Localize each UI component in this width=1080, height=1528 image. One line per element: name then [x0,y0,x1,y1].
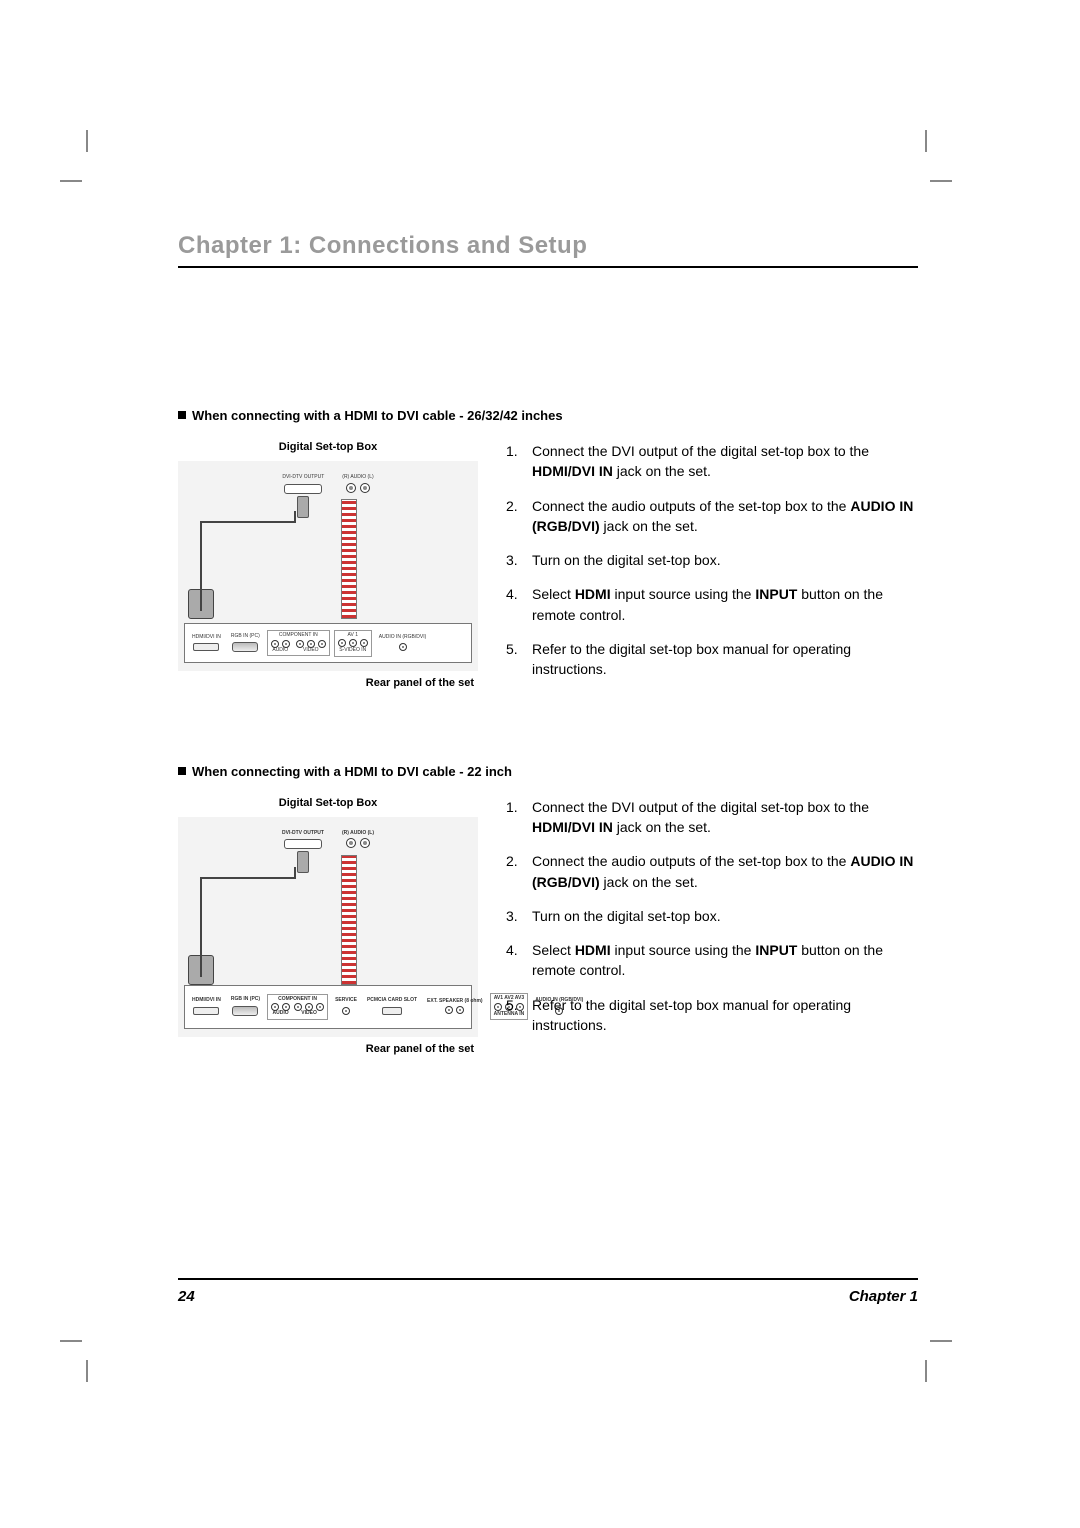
chapter-title: Chapter 1: Connections and Setup [178,232,918,268]
step-item: Connect the DVI output of the digital se… [506,441,918,482]
pcmcia-slot: PCMCIA CARD SLOT [364,996,420,1017]
figure: Digital Set-top Box DVI-DTV OUTPUT (R) A… [178,797,478,1055]
connection-diagram: DVI-DTV OUTPUT (R) AUDIO (L) HDMI/DVI IN… [178,817,478,1037]
bullet-icon [178,411,186,419]
audio-in-rgb-port: AUDIO IN (RGB/DVI) [376,633,430,654]
crop-mark [930,180,952,182]
step-item: Refer to the digital set-top box manual … [506,639,918,680]
figure: Digital Set-top Box DVI-DTV OUTPUT (R) A… [178,441,478,694]
component-in-group: COMPONENT IN AUDIO VIDEO [267,630,330,656]
audio-cable [341,499,357,619]
step-item: Connect the DVI output of the digital se… [506,797,918,838]
hdmi-in-port: HDMI/DVI IN [189,633,224,654]
dvi-output-port: DVI-DTV OUTPUT [282,475,324,518]
hdmi-cable [200,521,202,611]
step-item: Select HDMI input source using the INPUT… [506,584,918,625]
rgb-in-port: RGB IN (PC) [228,995,263,1018]
step-item: Select HDMI input source using the INPUT… [506,940,918,981]
footer-chapter: Chapter 1 [849,1288,918,1305]
component-in-group: COMPONENT IN AUDIO VIDEO [267,994,328,1020]
figure-caption: Rear panel of the set [178,677,478,689]
audio-cable [341,855,357,985]
hdmi-cable [294,511,296,523]
steps-list: Connect the DVI output of the digital se… [506,441,918,694]
figure-title: Digital Set-top Box [178,797,478,809]
hdmi-cable [200,877,295,879]
page-number: 24 [178,1288,195,1305]
steps-list: Connect the DVI output of the digital se… [506,797,918,1055]
crop-mark [60,1340,82,1342]
section-heading: When connecting with a HDMI to DVI cable… [178,408,918,423]
dvi-output-port: DVI-DTV OUTPUT [282,831,324,874]
hdmi-cable [200,877,202,977]
hdmi-cable [200,521,295,523]
crop-mark [86,130,88,152]
page-footer: 24 Chapter 1 [178,1278,918,1305]
hdmi-in-port: HDMI/DVI IN [189,996,224,1017]
section-heading: When connecting with a HDMI to DVI cable… [178,764,918,779]
hdmi-cable [294,867,296,879]
rear-panel: HDMI/DVI IN RGB IN (PC) COMPONENT IN AUD… [184,623,472,663]
figure-title: Digital Set-top Box [178,441,478,453]
crop-mark [60,180,82,182]
av1-group: AV 1 S-VIDEO IN [334,630,372,657]
ext-speaker: EXT. SPEAKER (8 ohm) [424,997,486,1016]
connection-diagram: DVI-DTV OUTPUT (R) AUDIO (L) HDMI/DVI IN… [178,461,478,671]
service-port: SERVICE [332,996,360,1017]
step-item: Turn on the digital set-top box. [506,906,918,926]
rear-panel: HDMI/DVI IN RGB IN (PC) COMPONENT IN AUD… [184,985,472,1029]
crop-mark [86,1360,88,1382]
crop-mark [925,1360,927,1382]
step-item: Refer to the digital set-top box manual … [506,995,918,1036]
source-ports: DVI-DTV OUTPUT (R) AUDIO (L) [178,831,478,874]
source-ports: DVI-DTV OUTPUT (R) AUDIO (L) [178,475,478,518]
crop-mark [925,130,927,152]
crop-mark [930,1340,952,1342]
step-item: Connect the audio outputs of the set-top… [506,496,918,537]
page-content: Chapter 1: Connections and Setup When co… [178,232,918,1125]
bullet-icon [178,767,186,775]
figure-caption: Rear panel of the set [178,1043,478,1055]
step-item: Turn on the digital set-top box. [506,550,918,570]
step-item: Connect the audio outputs of the set-top… [506,851,918,892]
rgb-in-port: RGB IN (PC) [228,632,263,655]
